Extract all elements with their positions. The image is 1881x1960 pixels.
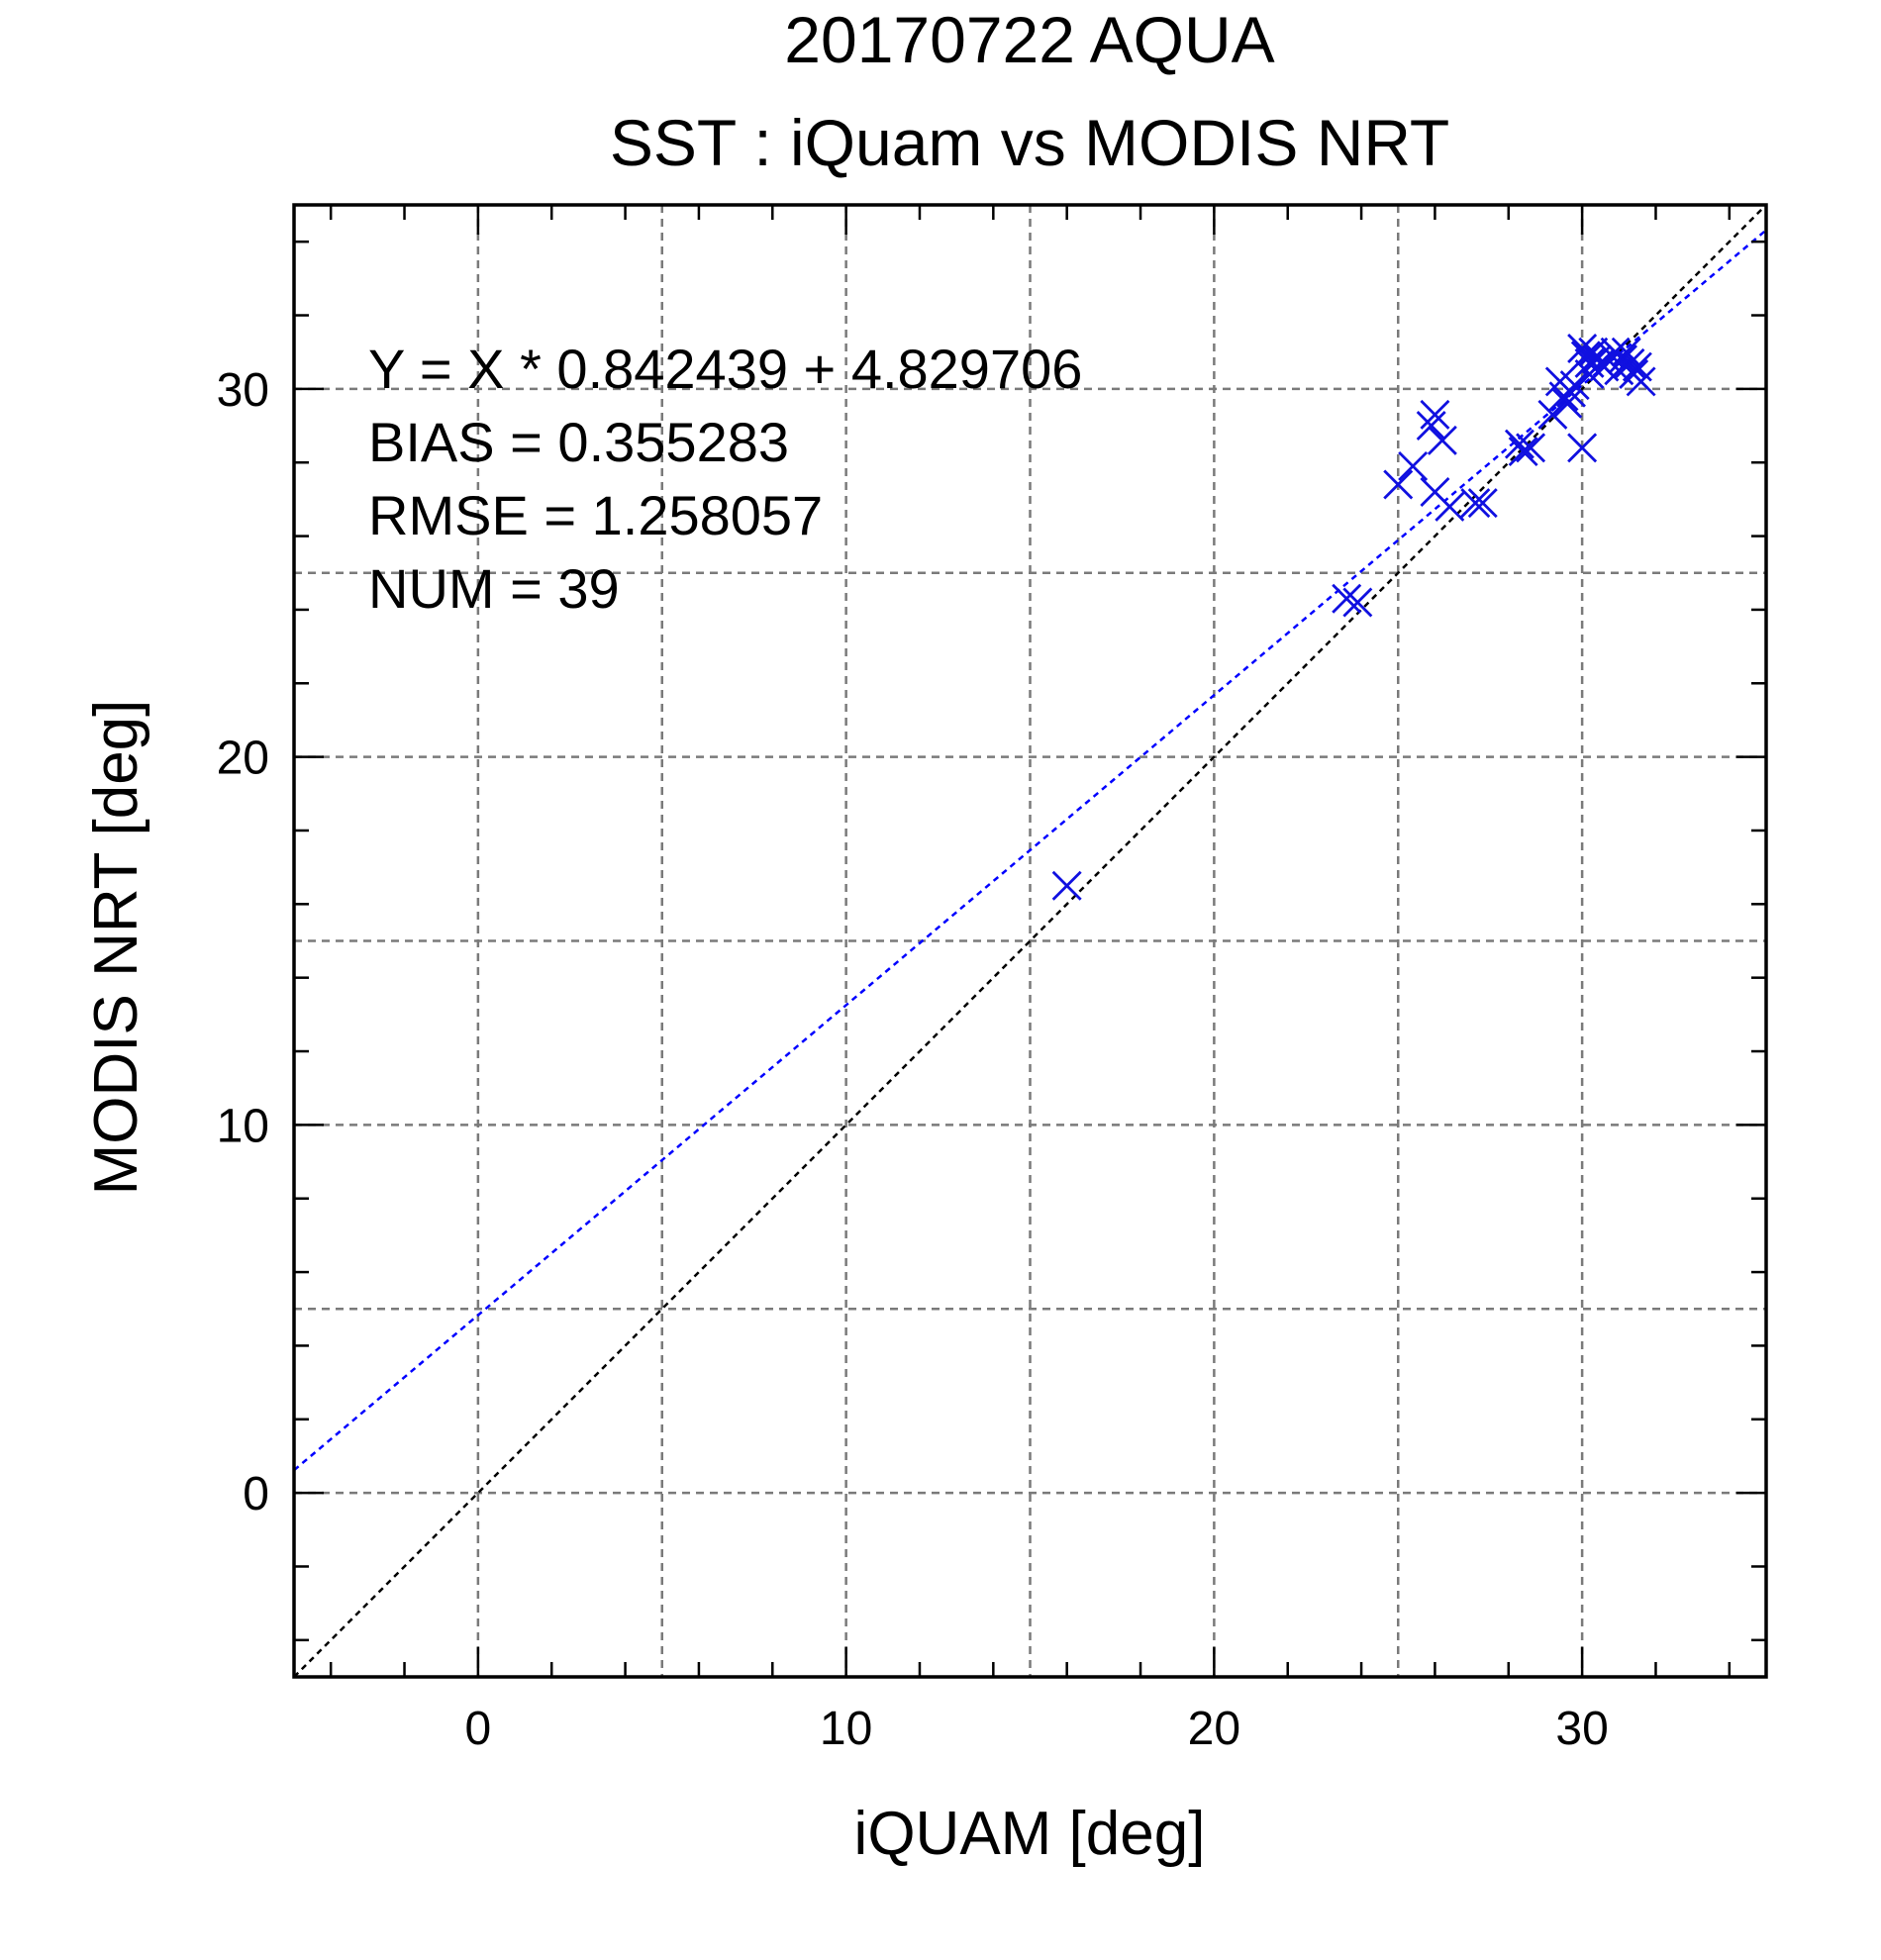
plot-frame [292,203,1768,1679]
data-point [1416,411,1446,441]
data-point [1570,341,1601,371]
data-point [1615,347,1645,378]
stats-box: Y = X * 0.842439 + 4.829706 BIAS = 0.355… [368,338,1082,620]
data-point [1508,437,1538,467]
data-point [1552,388,1583,419]
data-points [1051,333,1656,901]
chart-subtitle: SST : iQuam vs MODIS NRT [610,106,1449,179]
data-point [1626,366,1656,397]
data-point [1537,399,1568,430]
data-point [1467,488,1498,519]
y-axis-label: MODIS NRT [deg] [82,700,150,1196]
data-point [1051,870,1082,901]
bias-value: BIAS = 0.355283 [368,411,789,473]
data-point [1574,359,1605,389]
x-tick-label: 10 [820,1703,872,1755]
data-point [1435,491,1465,522]
y-tick-label: 30 [217,364,269,417]
rmse-value: RMSE = 1.258057 [368,484,823,546]
data-point [1611,337,1641,367]
num-value: NUM = 39 [368,557,620,620]
minor-ticks [294,205,1766,1677]
x-tick-labels: 0 10 20 30 [465,1703,1609,1755]
grid-lines [294,205,1766,1677]
data-point [1332,583,1362,614]
y-tick-label: 20 [217,733,269,785]
x-axis-label: iQUAM [deg] [854,1800,1206,1868]
x-tick-label: 0 [465,1703,492,1755]
data-point [1567,333,1598,363]
data-point [1460,488,1491,519]
y-tick-labels: 0 10 20 30 [217,364,269,1520]
data-point [1516,433,1546,463]
data-point [1420,399,1450,430]
fit-equation: Y = X * 0.842439 + 4.829706 [368,338,1082,400]
data-point [1567,433,1598,463]
data-point [1427,425,1457,455]
y-tick-label: 0 [243,1468,269,1520]
data-point [1398,450,1429,481]
data-point [1504,429,1534,459]
data-point [1342,587,1373,618]
data-point [1608,344,1638,375]
data-point [1559,370,1590,401]
chart-title: 20170722 AQUA [784,3,1274,76]
x-tick-label: 30 [1555,1703,1608,1755]
x-tick-label: 20 [1188,1703,1240,1755]
y-tick-label: 10 [217,1100,269,1152]
data-point [1383,469,1414,500]
